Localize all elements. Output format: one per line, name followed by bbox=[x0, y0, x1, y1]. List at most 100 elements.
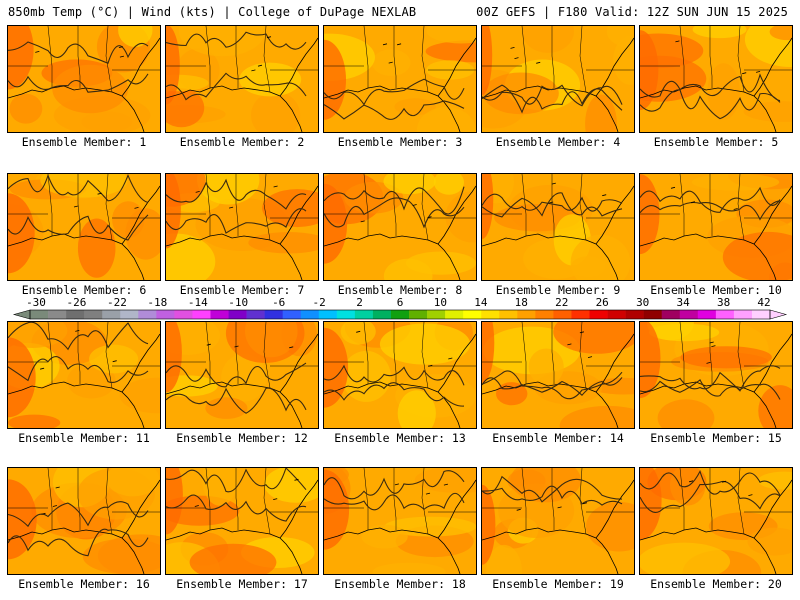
wind-barb bbox=[587, 356, 593, 358]
colorbar-segment bbox=[445, 310, 464, 319]
colorbar-segment bbox=[84, 310, 103, 319]
state-borders bbox=[482, 322, 634, 389]
colorbar-segment bbox=[390, 310, 410, 319]
wind-barb bbox=[388, 61, 393, 64]
wind-barb bbox=[134, 207, 139, 209]
state-borders bbox=[324, 174, 476, 241]
isotherm-contour bbox=[166, 362, 307, 388]
colorbar-max-arrow bbox=[769, 309, 788, 320]
colorbar-segment bbox=[246, 310, 265, 319]
colorbar-segment bbox=[661, 310, 681, 319]
wind-barb bbox=[549, 201, 554, 204]
ensemble-member-label: Ensemble Member: 14 bbox=[492, 431, 624, 445]
colorbar-tick-label: -14 bbox=[187, 296, 208, 309]
wind-barb bbox=[40, 367, 45, 370]
colorbar-segment bbox=[102, 310, 121, 319]
colorbar-segment bbox=[210, 310, 229, 319]
isotherm-contour bbox=[640, 379, 781, 400]
wind-barb bbox=[112, 360, 117, 363]
ensemble-member-map bbox=[323, 25, 477, 133]
colorbar-segment bbox=[571, 310, 590, 319]
colorbar-segment bbox=[625, 310, 644, 319]
colorbar-segment bbox=[264, 310, 283, 319]
state-borders bbox=[324, 322, 476, 389]
isotherm-contour bbox=[166, 72, 307, 101]
wind-barb bbox=[55, 486, 60, 489]
coastline bbox=[324, 479, 476, 574]
colorbar-segment bbox=[120, 310, 139, 319]
wind-barb bbox=[294, 478, 299, 481]
wind-barb bbox=[602, 194, 607, 197]
wind-barb bbox=[41, 512, 46, 515]
wind-barb bbox=[394, 483, 399, 486]
isotherm-contour bbox=[324, 78, 465, 106]
ensemble-member-label: Ensemble Member: 4 bbox=[495, 135, 621, 149]
temperature-field bbox=[324, 468, 476, 574]
wind-barb bbox=[706, 362, 711, 364]
wind-barb bbox=[536, 61, 541, 64]
wind-barb bbox=[206, 343, 211, 346]
wind-barb bbox=[273, 185, 278, 188]
state-borders bbox=[8, 174, 160, 241]
wind-barb bbox=[689, 480, 694, 483]
ensemble-member-label: Ensemble Member: 1 bbox=[21, 135, 147, 149]
ensemble-member-map bbox=[639, 321, 793, 429]
colorbar-segment bbox=[409, 310, 428, 319]
ensemble-member-label: Ensemble Member: 6 bbox=[21, 283, 147, 297]
isotherm-contour bbox=[8, 528, 149, 557]
temperature-field bbox=[8, 26, 160, 132]
isotherm-contour bbox=[482, 192, 623, 218]
state-borders bbox=[166, 322, 318, 389]
ensemble-member-map bbox=[481, 321, 635, 429]
wind-barb bbox=[289, 346, 294, 349]
isotherm-contour bbox=[166, 468, 307, 493]
wind-barb bbox=[412, 204, 417, 206]
map-title: 850mb Temp (°C) | Wind (kts) | College o… bbox=[8, 5, 417, 19]
wind-barb bbox=[551, 182, 556, 185]
coastline bbox=[8, 333, 160, 428]
wind-barb bbox=[97, 192, 102, 195]
temperature-colorbar bbox=[12, 309, 788, 320]
colorbar-segment bbox=[228, 310, 247, 319]
colorbar-segment bbox=[336, 310, 356, 319]
colorbar-min-arrow bbox=[12, 309, 31, 320]
colorbar-tick-label: 6 bbox=[396, 296, 404, 309]
wind-barb bbox=[675, 40, 680, 43]
temperature-field bbox=[482, 26, 634, 132]
colorbar-segment bbox=[535, 310, 554, 319]
wind-barb bbox=[756, 71, 761, 73]
colorbar-tick-label: 14 bbox=[474, 296, 488, 309]
isotherm-contour bbox=[640, 480, 781, 513]
ensemble-member-label: Ensemble Member: 20 bbox=[650, 577, 782, 591]
colorbar-segment bbox=[48, 310, 67, 319]
state-borders bbox=[8, 468, 160, 535]
run-valid-time: 00Z GEFS | F180 Valid: 12Z SUN JUN 15 20… bbox=[476, 5, 788, 19]
ensemble-member-map bbox=[165, 321, 319, 429]
isotherm-contour bbox=[482, 84, 623, 114]
state-borders bbox=[166, 174, 318, 241]
ensemble-member-map bbox=[639, 467, 793, 575]
colorbar-segment bbox=[715, 310, 735, 319]
colorbar-tick-label: -22 bbox=[106, 296, 127, 309]
state-borders bbox=[324, 26, 476, 93]
state-borders bbox=[482, 174, 634, 241]
colorbar-tick-label: -18 bbox=[147, 296, 168, 309]
colorbar-segment bbox=[481, 310, 500, 319]
isotherm-contour bbox=[640, 186, 781, 213]
wind-barb bbox=[229, 206, 234, 209]
colorbar-segment bbox=[751, 310, 771, 319]
wind-barb bbox=[382, 43, 388, 46]
colorbar-segment bbox=[733, 310, 753, 319]
colorbar-segment bbox=[517, 310, 536, 319]
wind-barb bbox=[690, 201, 695, 204]
wind-barb bbox=[711, 345, 716, 347]
colorbar-segment bbox=[463, 310, 482, 319]
isotherm-contour bbox=[640, 365, 781, 392]
temperature-field bbox=[8, 468, 160, 574]
coastline bbox=[166, 185, 318, 280]
isotherm-contour bbox=[324, 364, 465, 386]
ensemble-member-map bbox=[165, 173, 319, 281]
ensemble-member-map bbox=[323, 173, 477, 281]
isotherm-contour bbox=[482, 475, 623, 503]
isotherm-contour bbox=[324, 492, 465, 511]
